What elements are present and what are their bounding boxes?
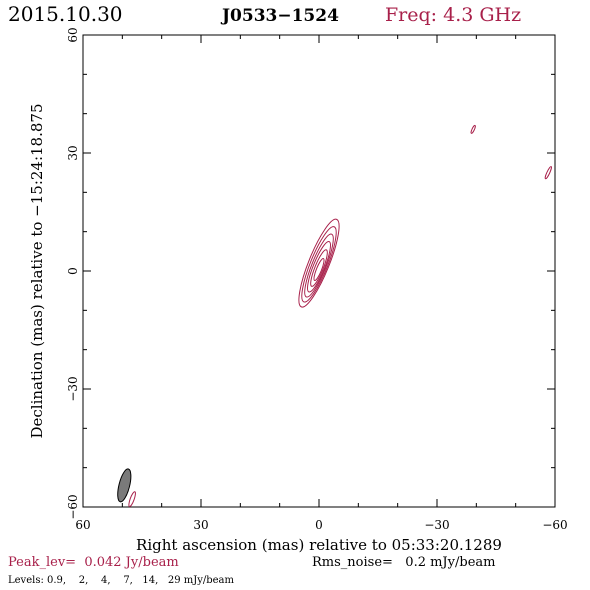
noise-contour xyxy=(128,491,136,508)
contour-line xyxy=(298,218,340,308)
noise-contour xyxy=(544,166,552,180)
source-name: J0533−1524 xyxy=(220,6,339,26)
y-tick-label: −30 xyxy=(66,376,80,401)
frequency-label: Freq: 4.3 GHz xyxy=(385,4,521,26)
plot-frame xyxy=(82,34,556,508)
observation-date: 2015.10.30 xyxy=(8,2,123,26)
noise-contour xyxy=(470,124,476,134)
contour-layer xyxy=(117,124,552,508)
contour-line xyxy=(310,249,328,287)
y-tick-label: 0 xyxy=(66,267,80,275)
x-tick-label: 30 xyxy=(193,518,208,532)
axis-ticks xyxy=(82,34,556,508)
contour-levels-label: Levels: 0.9, 2, 4, 7, 14, 29 mJy/beam xyxy=(8,575,235,586)
x-tick-label: −30 xyxy=(424,518,449,532)
y-tick-label: 60 xyxy=(66,27,80,42)
y-tick-label: 30 xyxy=(66,145,80,160)
y-axis-title: Declination (mas) relative to −15:24:18.… xyxy=(28,103,46,438)
peak-level-label: Peak_lev= 0.042 Jy/beam xyxy=(8,555,179,570)
x-tick-label: 60 xyxy=(75,518,90,532)
x-axis-title: Right ascension (mas) relative to 05:33:… xyxy=(136,536,502,554)
contour-line xyxy=(304,233,334,298)
rms-noise-label: Rms_noise= 0.2 mJy/beam xyxy=(312,555,495,570)
y-tick-label: −60 xyxy=(66,494,80,519)
contour-line xyxy=(301,226,337,303)
contour-line xyxy=(307,240,331,293)
beam-ellipse xyxy=(117,468,132,503)
contour-line xyxy=(313,258,325,281)
x-tick-label: 0 xyxy=(315,518,323,532)
x-tick-label: −60 xyxy=(542,518,567,532)
